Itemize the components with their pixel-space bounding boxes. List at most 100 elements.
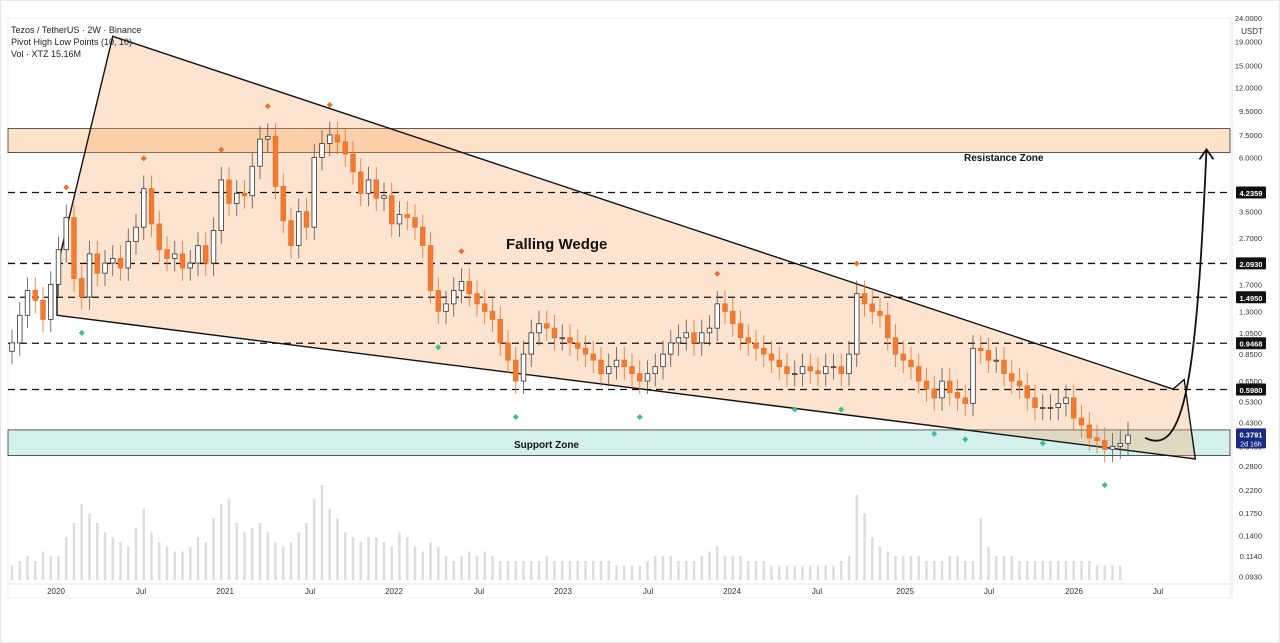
candle[interactable]: [1047, 407, 1054, 409]
candle[interactable]: [536, 323, 542, 334]
candle[interactable]: [474, 293, 480, 305]
candle[interactable]: [1016, 380, 1023, 387]
candle[interactable]: [923, 380, 930, 390]
candle[interactable]: [265, 135, 271, 140]
candle[interactable]: [234, 192, 240, 204]
candle[interactable]: [117, 258, 124, 269]
candle[interactable]: [978, 347, 984, 352]
candle[interactable]: [784, 366, 790, 375]
candle[interactable]: [613, 359, 620, 368]
candle[interactable]: [993, 359, 999, 362]
candle[interactable]: [257, 138, 263, 167]
candle[interactable]: [985, 350, 992, 361]
candle[interactable]: [71, 217, 77, 280]
candle[interactable]: [319, 143, 325, 158]
candle[interactable]: [970, 347, 976, 404]
candle[interactable]: [210, 230, 217, 264]
candle[interactable]: [1055, 403, 1061, 408]
candle[interactable]: [706, 327, 713, 334]
candle[interactable]: [1117, 442, 1123, 447]
candle[interactable]: [668, 342, 674, 355]
candle[interactable]: [63, 217, 69, 251]
candle[interactable]: [195, 245, 201, 264]
candle[interactable]: [559, 337, 565, 340]
candle[interactable]: [296, 211, 302, 246]
candle[interactable]: [365, 179, 372, 194]
candle[interactable]: [830, 366, 837, 369]
candle[interactable]: [644, 373, 651, 382]
candle[interactable]: [40, 299, 46, 320]
candle[interactable]: [582, 347, 589, 355]
candle[interactable]: [590, 353, 596, 361]
candle[interactable]: [1094, 437, 1100, 441]
candle[interactable]: [528, 332, 534, 355]
candle[interactable]: [753, 342, 759, 349]
candle[interactable]: [939, 380, 945, 399]
candle[interactable]: [327, 134, 333, 144]
candle[interactable]: [691, 332, 697, 344]
candle[interactable]: [342, 141, 348, 155]
candle[interactable]: [947, 380, 953, 393]
candle[interactable]: [931, 388, 937, 399]
candle[interactable]: [861, 293, 868, 305]
candle[interactable]: [1078, 417, 1085, 426]
candle[interactable]: [1063, 397, 1069, 404]
candle[interactable]: [1102, 440, 1108, 450]
candle[interactable]: [32, 290, 38, 301]
candle[interactable]: [962, 397, 968, 404]
candle[interactable]: [404, 214, 410, 219]
candle[interactable]: [241, 192, 248, 197]
candle[interactable]: [916, 366, 922, 382]
candle[interactable]: [660, 353, 666, 368]
candle[interactable]: [544, 323, 550, 329]
candle[interactable]: [110, 258, 116, 264]
candle[interactable]: [141, 188, 147, 228]
candle[interactable]: [699, 332, 705, 344]
candle[interactable]: [776, 359, 782, 368]
candle[interactable]: [79, 278, 85, 298]
candle[interactable]: [869, 303, 875, 312]
candle[interactable]: [598, 359, 604, 375]
candle[interactable]: [846, 353, 852, 375]
candle[interactable]: [823, 366, 829, 375]
candle[interactable]: [497, 318, 503, 344]
candle[interactable]: [435, 290, 441, 312]
candle[interactable]: [714, 303, 720, 329]
candle[interactable]: [17, 314, 23, 344]
candle[interactable]: [520, 353, 527, 382]
candle[interactable]: [1086, 424, 1092, 439]
candle[interactable]: [458, 281, 465, 291]
candle[interactable]: [807, 366, 813, 372]
candle[interactable]: [1001, 359, 1007, 375]
candle[interactable]: [954, 392, 961, 399]
candle[interactable]: [350, 153, 356, 173]
candle[interactable]: [1009, 373, 1015, 382]
candle[interactable]: [885, 314, 891, 339]
candle[interactable]: [102, 262, 108, 274]
candle[interactable]: [567, 337, 573, 344]
candle[interactable]: [55, 249, 62, 285]
candle[interactable]: [1109, 445, 1116, 450]
candle[interactable]: [908, 359, 914, 368]
candle[interactable]: [148, 188, 155, 225]
candle[interactable]: [311, 157, 317, 228]
candle[interactable]: [900, 353, 906, 361]
candle[interactable]: [551, 327, 558, 339]
candle[interactable]: [218, 179, 224, 232]
candle[interactable]: [9, 342, 15, 352]
candle[interactable]: [86, 253, 93, 298]
candle[interactable]: [412, 217, 418, 228]
candle[interactable]: [799, 366, 806, 375]
candle[interactable]: [1040, 407, 1046, 409]
candle[interactable]: [164, 249, 170, 259]
candle[interactable]: [280, 186, 286, 222]
candle[interactable]: [396, 214, 403, 225]
candle[interactable]: [373, 179, 379, 199]
candle[interactable]: [443, 303, 449, 312]
candle[interactable]: [513, 359, 519, 382]
candle[interactable]: [125, 241, 131, 269]
candle[interactable]: [637, 373, 643, 382]
current-price-badge[interactable]: [1236, 428, 1266, 449]
